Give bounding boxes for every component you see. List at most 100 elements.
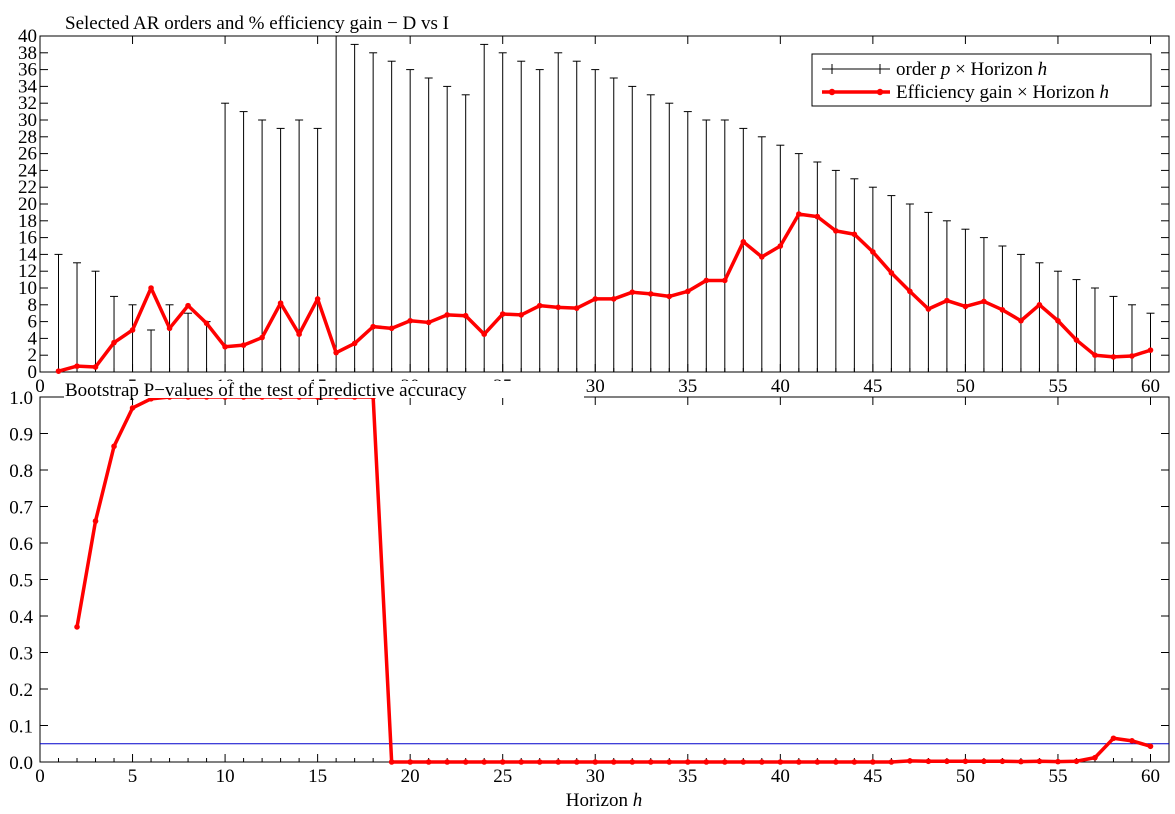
efficiency-gain-point <box>870 249 876 255</box>
pvalue-point <box>1018 758 1024 765</box>
top-panel: Selected AR orders and % efficiency gain… <box>18 13 1170 397</box>
pvalue-point <box>92 518 99 524</box>
legend-order-label: order p × Horizon h <box>896 59 1047 80</box>
top-y-tick-label: 32 <box>18 93 37 114</box>
efficiency-gain-point <box>833 228 839 234</box>
top-y-tick-label: 6 <box>28 312 38 333</box>
efficiency-gain-point <box>944 297 950 304</box>
pvalue-point <box>111 443 117 450</box>
pvalue-point <box>962 758 969 765</box>
efficiency-gain-point <box>907 288 913 295</box>
efficiency-gain-point <box>740 239 747 245</box>
pvalue-point <box>833 759 839 765</box>
efficiency-gain-point <box>777 243 784 249</box>
pvalue-point <box>999 758 1006 765</box>
top-x-tick-label: 55 <box>1048 376 1067 397</box>
top-y-tick-label: 38 <box>18 43 37 64</box>
pvalue-point <box>555 759 562 765</box>
bottom-y-tick-label: 0.6 <box>9 534 33 555</box>
top-y-tick-label: 40 <box>18 26 37 47</box>
efficiency-gain-point <box>962 303 969 310</box>
efficiency-gain-point <box>666 293 673 300</box>
efficiency-gain-point <box>851 231 858 238</box>
efficiency-gain-point <box>407 317 413 324</box>
pvalue-point <box>388 759 395 765</box>
efficiency-gain-point <box>684 288 691 295</box>
pvalue-point <box>518 759 525 765</box>
efficiency-gain-point <box>759 254 765 260</box>
pvalue-point <box>444 759 450 765</box>
efficiency-gain-point <box>629 289 636 296</box>
top-legend: order p × Horizon h Efficiency gain × Ho… <box>811 53 1152 107</box>
efficiency-gain-point <box>573 305 580 311</box>
bottom-y-tick-label: 0.5 <box>9 571 33 592</box>
bottom-axis-ticks: 0 5 10 15 20 25 30 35 40 45 50 55 60 0.0 0.1 0.2 0.3 0.4 0… <box>9 388 1170 787</box>
efficiency-gain-point <box>888 270 895 276</box>
bottom-x-axis-label: Horizon h <box>566 790 643 811</box>
top-x-tick-label: 0 <box>35 376 45 397</box>
bottom-x-tick-label: 55 <box>1048 766 1067 787</box>
efficiency-gain-point <box>240 342 247 348</box>
bottom-x-tick-label: 15 <box>308 766 327 787</box>
bottom-x-tick-label: 45 <box>863 766 882 787</box>
efficiency-gain-point <box>814 213 821 220</box>
pvalue-point <box>592 759 599 765</box>
efficiency-gain-point <box>722 277 728 284</box>
top-y-tick-label: 0 <box>28 362 38 383</box>
efficiency-gain-point <box>148 285 154 291</box>
pvalue-point <box>759 759 765 765</box>
pvalue-point <box>796 759 802 765</box>
bottom-y-tick-label: 1.0 <box>9 388 33 409</box>
pvalue-point <box>462 759 469 765</box>
bottom-panel-title: Bootstrap P−values of the test of predic… <box>65 380 467 401</box>
top-y-tick-label: 8 <box>28 295 38 316</box>
top-x-tick-label: 35 <box>678 376 697 397</box>
bottom-x-tick-label: 30 <box>586 766 605 787</box>
top-y-tick-label: 2 <box>28 345 38 366</box>
efficiency-gain-point <box>925 306 932 312</box>
efficiency-gain-point <box>111 339 117 346</box>
top-y-tick-label: 20 <box>18 194 37 215</box>
pvalue-point <box>907 758 913 764</box>
bottom-plot-frame <box>39 396 1170 763</box>
pvalue-point <box>1147 743 1154 750</box>
efficiency-gain-point <box>222 344 228 350</box>
efficiency-gain-point <box>518 312 525 318</box>
top-y-tick-label: 10 <box>18 278 37 299</box>
pvalue-point <box>407 759 413 765</box>
efficiency-gain-point <box>388 325 395 332</box>
pvalue-point <box>499 759 506 765</box>
bottom-x-tick-label: 0 <box>35 766 45 787</box>
top-y-tick-label: 4 <box>28 328 38 349</box>
pvalue-point <box>981 758 987 765</box>
pvalue-point <box>684 759 691 765</box>
pvalue-point <box>610 759 617 765</box>
bottom-y-tick-label: 0.4 <box>9 607 33 628</box>
bottom-x-tick-label: 60 <box>1141 766 1160 787</box>
pvalue-point <box>129 405 136 411</box>
pvalue-point <box>74 624 80 630</box>
efficiency-gain-point <box>610 296 617 302</box>
pvalue-point <box>573 759 580 765</box>
bottom-x-tick-label: 35 <box>678 766 697 787</box>
efficiency-gain-point <box>462 312 469 319</box>
efficiency-gain-point <box>129 327 136 333</box>
title-backdrop <box>64 381 584 398</box>
pvalue-point <box>1055 758 1061 765</box>
bottom-y-tick-label: 0.3 <box>9 644 33 665</box>
top-y-tick-label: 34 <box>18 76 38 97</box>
bottom-x-tick-label: 10 <box>216 766 235 787</box>
top-x-tick-label: 40 <box>771 376 790 397</box>
efficiency-gain-point <box>1092 352 1098 359</box>
pvalue-point <box>722 759 728 765</box>
efficiency-gain-point <box>1110 354 1117 360</box>
top-x-tick-label: 50 <box>956 376 975 397</box>
legend-efficiency-marker-2 <box>876 88 884 96</box>
bottom-x-tick-label: 5 <box>128 766 138 787</box>
bottom-y-tick-label: 0.1 <box>9 717 33 738</box>
legend-efficiency-marker-1 <box>828 88 836 96</box>
top-y-tick-label: 12 <box>18 261 37 282</box>
pvalue-point <box>481 759 487 765</box>
pvalue-point <box>1110 735 1117 742</box>
